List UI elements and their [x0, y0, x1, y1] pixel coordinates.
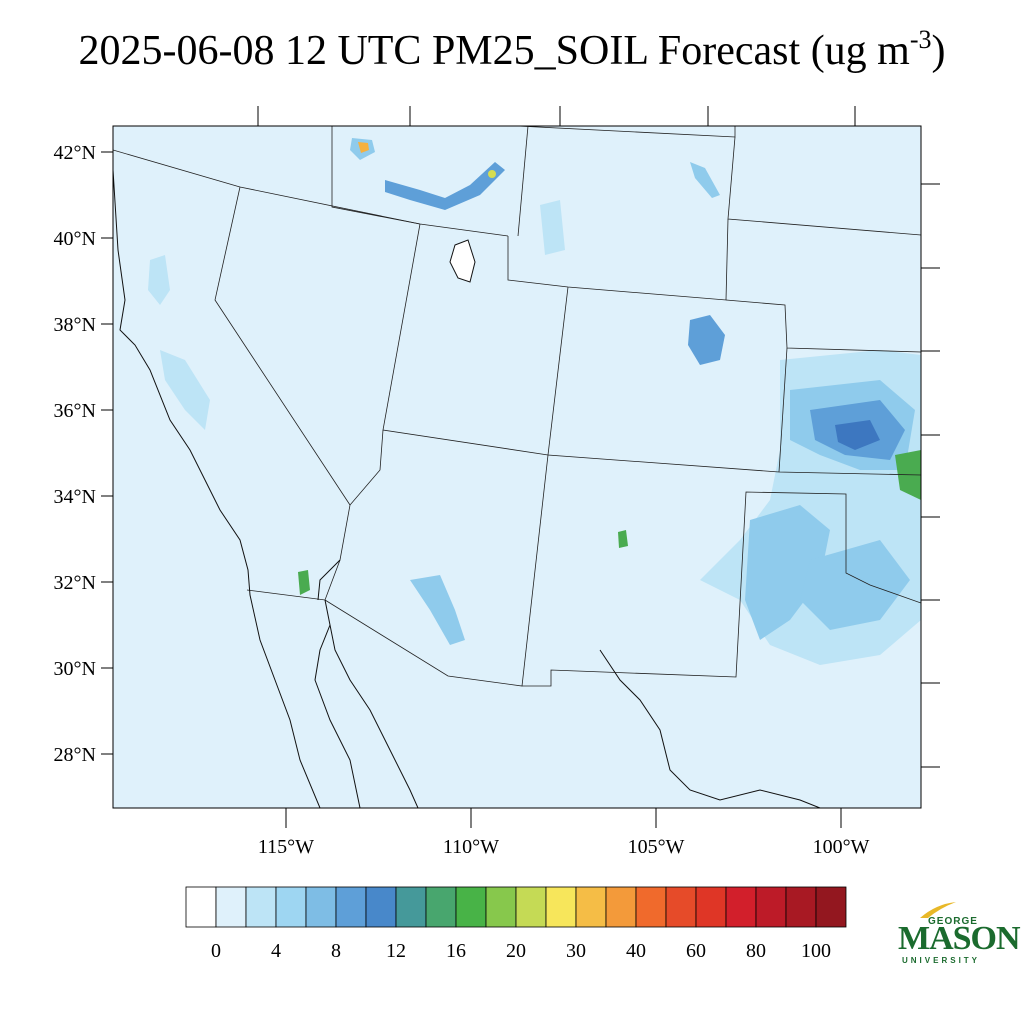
lat-label-28n: 28°N [54, 744, 96, 766]
logo-text-george: GEORGE [928, 916, 978, 927]
lat-label-32n: 32°N [54, 572, 96, 594]
pm25-plume-wyoming [385, 162, 505, 210]
pm25-core-oklahoma [835, 420, 880, 450]
pm25-plume-arizona [410, 575, 465, 645]
colorbar-swatch [245, 886, 277, 928]
colorbar-swatch [335, 886, 367, 928]
colorbar-swatch [635, 886, 667, 928]
pm25-spot-az-border [298, 570, 310, 595]
pm25-plume-central-valley [160, 350, 210, 430]
colorbar: 0 4 8 12 16 20 30 40 60 80 100 [185, 886, 847, 962]
lon-label-115w: 115°W [258, 836, 314, 858]
colorbar-swatch [815, 886, 847, 928]
logo-text-university: UNIVERSITY [902, 956, 981, 965]
longitude-labels: 115°W 110°W 105°W 100°W [258, 836, 870, 858]
lat-label-30n: 30°N [54, 658, 96, 680]
lat-label-42n: 42°N [54, 142, 96, 164]
map-frame [112, 125, 922, 809]
colorbar-label: 40 [626, 940, 646, 962]
colorbar-label: 30 [566, 940, 586, 962]
pm25-plume-utah [540, 200, 565, 255]
colorbar-label: 60 [686, 940, 706, 962]
pm25-spot-wyoming [488, 170, 496, 178]
lat-label-38n: 38°N [54, 314, 96, 336]
colorbar-swatch [725, 886, 757, 928]
colorbar-swatch [485, 886, 517, 928]
lat-label-36n: 36°N [54, 400, 96, 422]
pm25-plume-colorado [688, 315, 725, 365]
colorbar-label: 0 [211, 940, 221, 962]
logo-swoosh-icon [920, 902, 956, 918]
lat-label-40n: 40°N [54, 228, 96, 250]
concentration-field [148, 138, 921, 665]
colorbar-swatch [665, 886, 697, 928]
colorbar-labels: 0 4 8 12 16 20 30 40 60 80 100 [211, 940, 831, 962]
colorbar-swatch [605, 886, 637, 928]
colorbar-label: 4 [271, 940, 281, 962]
colorbar-label: 20 [506, 940, 526, 962]
pm25-plume-wyoming-east [690, 162, 720, 198]
colorbar-swatch [185, 886, 217, 928]
lat-label-34n: 34°N [54, 486, 96, 508]
colorbar-swatch [785, 886, 817, 928]
colorbar-label: 80 [746, 940, 766, 962]
pm25-plume-texas-south [800, 540, 910, 630]
colorbar-label: 8 [331, 940, 341, 962]
colorbar-swatch [455, 886, 487, 928]
pm25-core-idaho [358, 142, 369, 153]
colorbar-swatch [275, 886, 307, 928]
university-logo: GEORGE MASON UNIVERSITY [898, 900, 1021, 970]
lon-label-110w: 110°W [443, 836, 499, 858]
colorbar-swatch [545, 886, 577, 928]
colorbar-swatch [215, 886, 247, 928]
colorbar-swatch [425, 886, 457, 928]
pm25-spot-new-mexico [618, 530, 628, 548]
pm25-plume-california [148, 255, 170, 305]
colorbar-swatch [305, 886, 337, 928]
colorbar-label: 100 [801, 940, 831, 962]
map-title: 2025-06-08 12 UTC PM25_SOIL Forecast (ug… [78, 25, 946, 74]
logo-text-mason: MASON [898, 920, 1021, 957]
forecast-map: 42°N 40°N 38°N 36°N 34°N 32°N 30°N 28°N … [54, 106, 940, 858]
colorbar-label: 16 [446, 940, 466, 962]
colorbar-swatch [395, 886, 427, 928]
great-salt-lake [449, 239, 476, 283]
colorbar-swatch [575, 886, 607, 928]
colorbar-swatch [365, 886, 397, 928]
lon-label-105w: 105°W [628, 836, 685, 858]
colorbar-swatch [515, 886, 547, 928]
pm25-plume-texas [745, 505, 830, 640]
state-boundaries [113, 126, 921, 687]
latitude-labels: 42°N 40°N 38°N 36°N 34°N 32°N 30°N 28°N [54, 142, 96, 766]
colorbar-label: 12 [386, 940, 406, 962]
colorbar-swatch [695, 886, 727, 928]
axis-ticks [101, 106, 940, 828]
colorbar-swatches [185, 886, 847, 928]
lon-label-100w: 100°W [813, 836, 870, 858]
coastline [113, 169, 821, 808]
colorbar-swatch [755, 886, 787, 928]
